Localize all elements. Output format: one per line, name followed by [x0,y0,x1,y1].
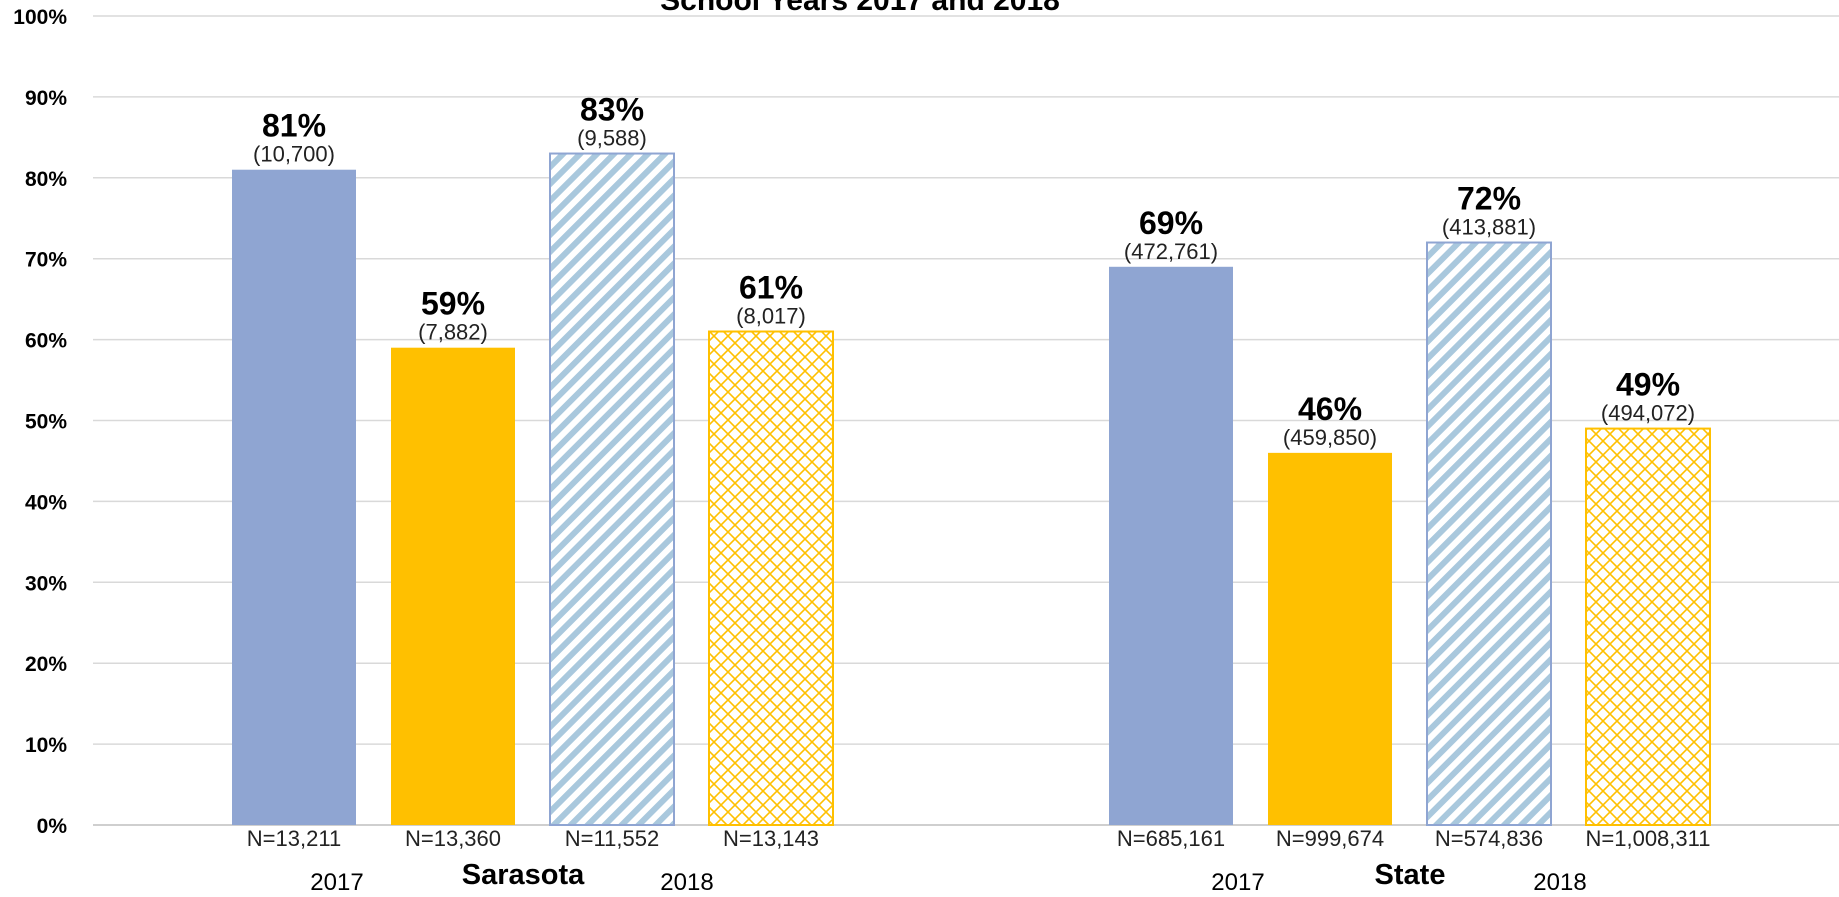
bar [1109,266,1233,825]
bar [1426,241,1552,826]
bars [232,152,1711,826]
bar-n-label: N=1,008,311 [1586,826,1711,851]
y-axis-ticks: 0% 10% 20% 30% 40% 50% 60% 70% 80% 90% 100% [13,6,67,838]
bar-percent-label: 59% [421,286,485,322]
group-label: State [1375,859,1446,891]
bar [708,330,834,826]
y-tick-label: 100% [13,6,67,29]
y-tick-label: 60% [25,330,67,353]
bar-percent-label: 81% [262,108,326,144]
bar-percent-label: 49% [1616,367,1680,403]
y-tick-label: 90% [25,87,67,110]
year-label: 2017 [310,869,363,896]
group-label: Sarasota [462,859,585,891]
bar [1585,427,1711,826]
year-label: 2018 [660,869,713,896]
y-tick-label: 50% [25,411,67,434]
bar-count-label: (7,882) [418,320,488,345]
bar-count-label: (413,881) [1442,215,1536,240]
bar-count-label: (9,588) [577,126,647,151]
bar-n-label: N=11,552 [565,826,659,851]
data-labels: (10,700)81% (7,882)59% (9,588)83% (8,017)61… [253,92,1695,450]
bar [391,347,515,825]
bar-n-label: N=13,211 [247,826,341,851]
year-label: 2017 [1211,869,1264,896]
bar-n-label: N=685,161 [1117,826,1225,851]
gridlines [93,15,1839,826]
year-label: 2018 [1533,869,1586,896]
bar-count-label: (459,850) [1283,425,1377,450]
bar [232,169,356,825]
bar-n-label: N=574,836 [1435,826,1543,851]
bar [549,152,675,826]
y-tick-label: 70% [25,249,67,272]
y-tick-label: 30% [25,572,67,595]
y-tick-label: 0% [37,815,68,838]
chart-title: School Years 2017 and 2018 [660,0,1060,17]
bar-percent-label: 46% [1298,391,1362,427]
y-tick-label: 80% [25,168,67,191]
bar-percent-label: 61% [739,270,803,306]
bar-percent-label: 72% [1457,181,1521,217]
y-tick-label: 10% [25,734,67,757]
bar-n-label: N=13,143 [723,826,819,851]
x-axis-labels: N=13,211 N=13,360 N=11,552 N=13,143 2017 2018… [247,826,1711,896]
bar-n-label: N=999,674 [1276,826,1384,851]
y-tick-label: 40% [25,491,67,514]
bar-n-label: N=13,360 [405,826,501,851]
bar-count-label: (472,761) [1124,239,1218,264]
bar-count-label: (10,700) [253,142,335,167]
bar-percent-label: 83% [580,92,644,128]
bar-count-label: (494,072) [1601,401,1695,426]
bar-percent-label: 69% [1139,205,1203,241]
bar-count-label: (8,017) [736,304,806,329]
bar [1268,452,1392,825]
y-tick-label: 20% [25,653,67,676]
